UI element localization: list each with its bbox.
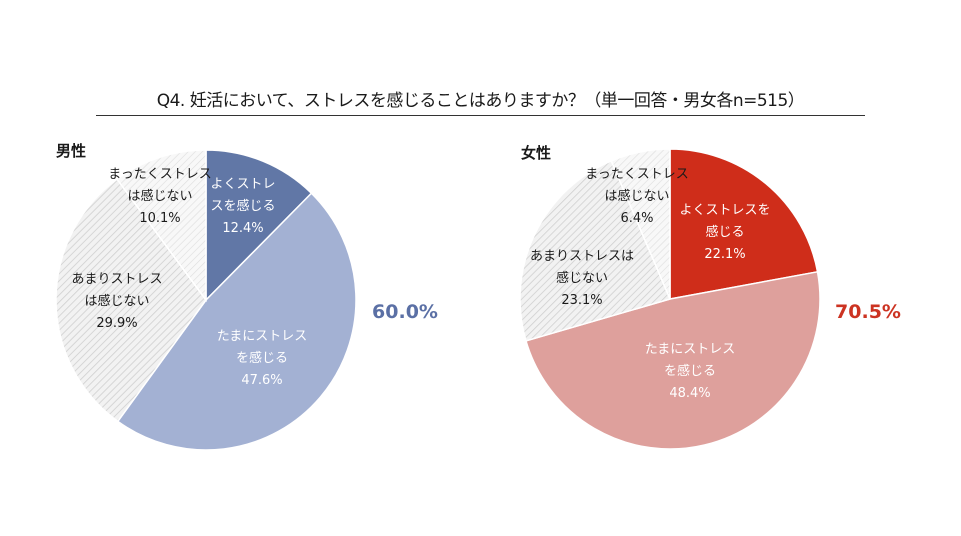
slice-label-male-1-2: 47.6%	[241, 373, 282, 388]
slice-label-female-1-1: を感じる	[664, 363, 716, 379]
slice-label-female-3-0: まったくストレス	[585, 167, 688, 182]
total-percentage-male: 60.0%	[372, 301, 438, 323]
slice-label-male-1-1: を感じる	[236, 350, 288, 366]
slice-label-male-3-0: まったくストレス	[108, 167, 211, 182]
pie-slice-female-1	[525, 270, 821, 450]
slice-label-male-3-2: 10.1%	[139, 211, 180, 226]
slice-label-male-0-1: スを感じる	[210, 198, 275, 214]
slice-label-male-1-0: たまにストレス	[217, 329, 308, 344]
slice-label-female-0-0: よくストレスを	[679, 203, 770, 218]
pie-slice-female-3	[610, 148, 671, 300]
pie-slice-male-2	[55, 178, 207, 423]
slice-label-female-0-1: 感じる	[705, 224, 744, 240]
female-chart-label: 女性	[521, 144, 552, 162]
slice-label-female-3-1: は感じない	[604, 188, 669, 204]
slice-label-male-0-2: 12.4%	[222, 221, 263, 236]
pie-slice-female-0	[669, 148, 819, 300]
slice-label-female-2-1: 感じない	[556, 270, 608, 286]
slice-label-female-1-2: 48.4%	[669, 386, 710, 401]
slice-label-male-2-2: 29.9%	[96, 316, 137, 331]
chart-title: Q4. 妊活において、ストレスを感じることはありますか？（単一回答・男女各n=5…	[96, 86, 865, 116]
slice-label-female-3-2: 6.4%	[620, 211, 653, 226]
slice-label-female-2-0: あまりストレスは	[530, 249, 634, 264]
slice-label-male-3-1: は感じない	[127, 188, 192, 204]
pie-slice-male-1	[116, 192, 357, 451]
male-pie: よくストレスを感じる12.4%たまにストレスを感じる47.6%あまりストレスは感…	[55, 149, 438, 451]
total-percentage-female: 70.5%	[835, 301, 901, 323]
pie-slice-male-0	[205, 149, 313, 302]
slice-label-female-0-2: 22.1%	[704, 247, 745, 262]
slice-label-male-0-0: よくストレ	[210, 177, 275, 192]
male-chart-label: 男性	[56, 142, 87, 160]
slice-label-female-1-0: たまにストレス	[645, 342, 736, 357]
slice-label-male-2-0: あまりストレス	[71, 272, 162, 287]
slice-label-male-2-1: は感じない	[84, 293, 149, 309]
slice-label-female-2-2: 23.1%	[561, 293, 602, 308]
pie-slice-male-3	[116, 149, 207, 303]
pie-slice-female-2	[519, 159, 672, 342]
